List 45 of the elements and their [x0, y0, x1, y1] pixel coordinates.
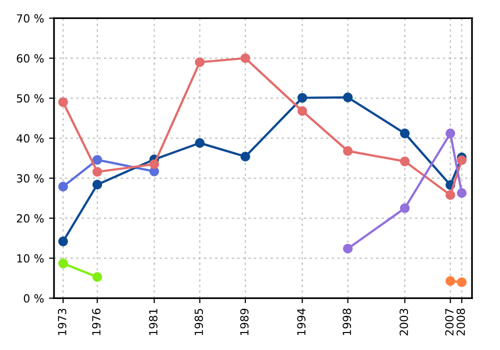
point [58, 236, 68, 246]
point [342, 244, 353, 254]
y-tick-label: 20 % [16, 214, 44, 223]
x-tick-label: 1985 [194, 308, 204, 335]
point [297, 106, 308, 116]
point [58, 182, 68, 192]
point [456, 155, 467, 166]
x-tick-label: 1998 [342, 308, 352, 335]
y-tick-label: 50 % [16, 94, 44, 103]
point [342, 146, 353, 156]
point [446, 190, 456, 200]
point [446, 276, 456, 286]
point [400, 156, 410, 166]
x-tick-label: 1976 [92, 308, 101, 335]
point [342, 92, 353, 102]
y-tick-label: 10 % [17, 254, 44, 263]
point [400, 203, 410, 214]
x-tick-label: 1989 [240, 308, 249, 335]
point [456, 277, 467, 288]
x-tick-label: 1973 [58, 308, 66, 335]
point [92, 180, 102, 190]
point [149, 159, 160, 170]
y-tick-label: 60 % [16, 54, 44, 63]
point [92, 166, 102, 177]
point [240, 53, 250, 64]
x-tick-label: 2007 [445, 308, 454, 336]
point [194, 138, 205, 148]
x-tick-label: 1994 [297, 308, 306, 335]
point [400, 128, 410, 138]
point [92, 154, 102, 165]
x-tick-label: 2003 [400, 308, 408, 336]
point [194, 57, 205, 68]
point [446, 128, 456, 138]
x-tick-label: 1981 [149, 308, 158, 335]
point [58, 258, 68, 268]
point [240, 152, 250, 162]
point [58, 97, 68, 108]
point [297, 92, 308, 103]
y-tick-label: 70 % [16, 14, 44, 23]
x-tick-label: 2008 [456, 308, 465, 336]
y-tick-label: 30 % [16, 174, 44, 183]
y-tick-label: 0 % [24, 294, 44, 303]
point [92, 272, 102, 282]
point [456, 188, 467, 198]
y-tick-label: 40 % [16, 134, 44, 143]
